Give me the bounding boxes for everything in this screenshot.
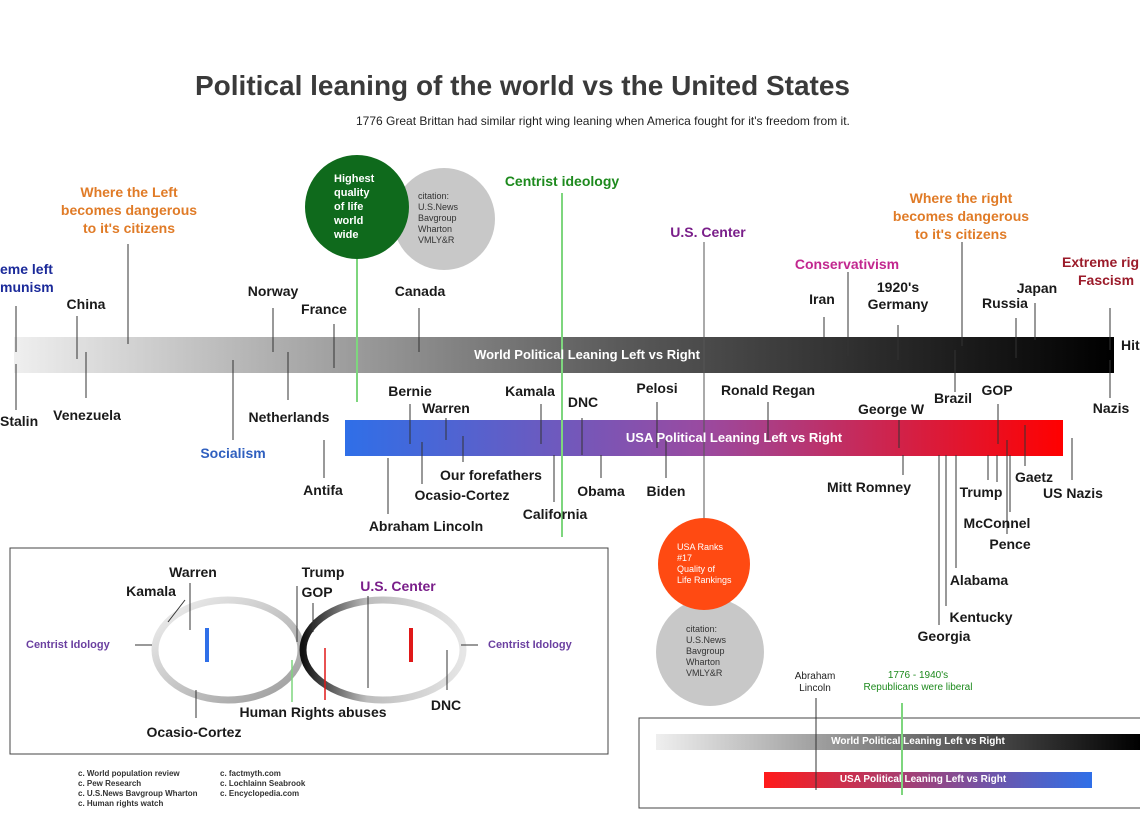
quality-circle xyxy=(305,155,409,259)
label-kamala: Kamala xyxy=(505,383,555,399)
label-nazis: Nazis xyxy=(1092,400,1130,416)
inset-label-trump: Trump xyxy=(301,564,345,580)
inset-label-ocasio: Ocasio-Cortez xyxy=(146,724,242,740)
inset-label-kamala: Kamala xyxy=(126,583,176,599)
extreme-left-label: eme left munism xyxy=(0,261,54,295)
quality-circle-text: Highest quality of life world wide xyxy=(334,173,375,241)
label-warren: Warren xyxy=(422,400,470,416)
usa-rank-text: USA Ranks #17 Quality of Life Rankings xyxy=(677,542,732,585)
inset-label-us-center: U.S. Center xyxy=(360,578,436,594)
inset-label-centrist-right: Centrist Idology xyxy=(488,639,572,651)
ring-right xyxy=(299,596,467,704)
extreme-right-label: Extreme rig Fascism xyxy=(1062,254,1140,288)
label-dnc: DNC xyxy=(567,394,599,410)
inset-label-lincoln: Abraham Lincoln xyxy=(794,671,836,694)
right-red-mark xyxy=(409,628,413,662)
label-china: China xyxy=(66,296,106,312)
inset-right-box xyxy=(638,717,1140,809)
conservativism-label: Conservativism xyxy=(794,256,900,272)
left-danger-label: Where the Left becomes dangerous to it's c… xyxy=(60,184,198,236)
left-blue-mark xyxy=(205,628,209,662)
label-kentucky: Kentucky xyxy=(949,609,1013,625)
page-title: Political leaning of the world vs the Un… xyxy=(195,70,850,101)
label-george-w: George W xyxy=(857,401,925,417)
inset-label-human-rights: Human Rights abuses xyxy=(239,704,387,720)
label-bernie: Bernie xyxy=(388,383,432,399)
label-venezuela: Venezuela xyxy=(53,407,121,423)
label-iran: Iran xyxy=(809,291,835,307)
label-lincoln: Abraham Lincoln xyxy=(368,518,484,534)
inset-label-centrist-left: Centrist Idology xyxy=(26,639,110,651)
ticks xyxy=(15,242,1111,625)
socialism-label: Socialism xyxy=(200,445,266,461)
label-pence: Pence xyxy=(989,536,1031,552)
citation-circle xyxy=(393,168,495,270)
label-trump: Trump xyxy=(959,484,1003,500)
label-alabama: Alabama xyxy=(949,572,1009,588)
label-france: France xyxy=(301,301,347,317)
label-netherlands: Netherlands xyxy=(248,409,330,425)
references-col2: c. factmyth.com c. Lochlainn Seabrook c. E… xyxy=(220,769,306,798)
label-georgia: Georgia xyxy=(917,628,971,644)
inset-label-warren: Warren xyxy=(169,564,217,580)
inset-world-bar-label: World Political Leaning Left vs Right xyxy=(831,736,1005,747)
usa-rank-circle xyxy=(658,518,750,610)
label-gop: GOP xyxy=(981,382,1013,398)
right-danger-label: Where the right becomes dangerous to it's … xyxy=(892,190,1030,242)
inset-usa-bar xyxy=(764,772,1092,788)
label-obama: Obama xyxy=(577,483,625,499)
inset-label-gop: GOP xyxy=(301,584,333,600)
centrist-label: Centrist ideology xyxy=(504,173,620,189)
inset-label-dnc: DNC xyxy=(430,697,462,713)
label-romney: Mitt Romney xyxy=(827,479,911,495)
inset-label-years: 1776 - 1940's Republicans were liberal xyxy=(863,670,973,693)
label-regan: Ronald Regan xyxy=(720,382,816,398)
citation-circle-2 xyxy=(656,598,764,706)
label-canada: Canada xyxy=(394,283,446,299)
label-biden: Biden xyxy=(646,483,686,499)
label-norway: Norway xyxy=(247,283,299,299)
label-us-nazis: US Nazis xyxy=(1043,485,1103,501)
label-russia: Russia xyxy=(982,295,1028,311)
label-mcconnel: McConnel xyxy=(963,515,1031,531)
inset-world-bar xyxy=(656,734,1140,750)
label-forefathers: Our forefathers xyxy=(440,467,542,483)
label-gaetz: Gaetz xyxy=(1014,469,1054,485)
label-pelosi: Pelosi xyxy=(636,380,678,396)
label-stalin: Stalin xyxy=(0,413,39,429)
label-germany: 1920's Germany xyxy=(867,279,929,312)
world-bar-label: World Political Leaning Left vs Right xyxy=(474,347,700,362)
inset-usa-bar-label: USA Political Leaning Left vs Right xyxy=(839,774,1007,785)
label-ocasio: Ocasio-Cortez xyxy=(414,487,510,503)
citation-circle-2-text: citation: U.S.News Bavgroup Wharton VMLY&R xyxy=(686,624,727,678)
label-california: California xyxy=(522,506,588,522)
citation-circle-text: citation: U.S.News Bavgroup Wharton VMLY&R xyxy=(418,191,459,245)
label-japan: Japan xyxy=(1016,280,1058,296)
references-col1: c. World population review c. Pew Researc… xyxy=(78,769,198,808)
world-bar xyxy=(14,337,1114,373)
subtitle: 1776 Great Brittan had similar right win… xyxy=(356,114,850,128)
label-hitler: Hit xyxy=(1121,337,1140,353)
inset-left-box xyxy=(9,547,609,755)
usa-bar-label: USA Political Leaning Left vs Right xyxy=(625,430,843,445)
us-center-label: U.S. Center xyxy=(670,224,746,240)
label-brazil: Brazil xyxy=(933,390,973,406)
label-antifa: Antifa xyxy=(303,482,343,498)
